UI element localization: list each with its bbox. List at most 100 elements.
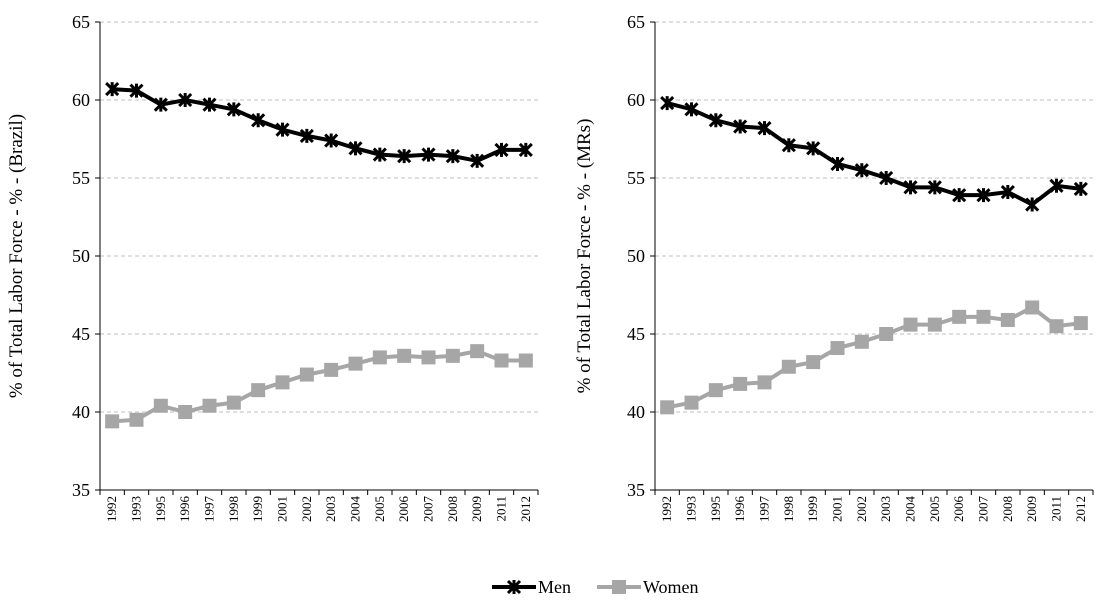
x-tick-label: 2012 xyxy=(518,496,533,522)
data-point xyxy=(806,141,821,156)
y-tick-label: 45 xyxy=(72,324,90,344)
x-tick-label: 2006 xyxy=(951,496,966,523)
y-tick-label: 40 xyxy=(627,402,645,422)
data-point xyxy=(372,350,387,365)
data-point xyxy=(324,133,339,148)
y-tick-label: 60 xyxy=(627,90,645,110)
data-point xyxy=(854,334,869,349)
x-tick-label: 1998 xyxy=(781,496,796,522)
data-point xyxy=(397,348,412,363)
x-tick-label: 1993 xyxy=(129,496,144,522)
y-tick-label: 65 xyxy=(627,12,645,32)
data-point xyxy=(806,355,821,370)
x-tick-label: 1995 xyxy=(153,496,168,522)
y-tick-label: 50 xyxy=(627,246,645,266)
data-point xyxy=(153,398,168,413)
series-line xyxy=(112,87,526,163)
legend-marker xyxy=(506,579,522,595)
data-point xyxy=(781,138,796,153)
data-point xyxy=(660,400,675,415)
data-point xyxy=(927,180,942,195)
data-point xyxy=(1025,197,1040,212)
x-tick-label: 2009 xyxy=(469,496,484,522)
x-tick-label: 1996 xyxy=(732,496,747,523)
data-point xyxy=(830,156,845,172)
data-point xyxy=(976,188,991,203)
data-point xyxy=(275,122,290,137)
data-point xyxy=(324,362,339,377)
x-tick-label: 2002 xyxy=(299,496,314,522)
data-point xyxy=(129,412,144,427)
x-tick-label: 1999 xyxy=(805,496,820,522)
data-point xyxy=(421,350,436,365)
data-point xyxy=(470,344,485,359)
x-tick-label: 2001 xyxy=(830,496,845,522)
data-point xyxy=(1049,319,1064,334)
data-point xyxy=(421,147,436,162)
data-point xyxy=(153,97,168,112)
x-tick-label: 2012 xyxy=(1073,496,1088,522)
x-tick-label: 2009 xyxy=(1024,496,1039,522)
data-point xyxy=(708,113,723,128)
y-tick-label: 45 xyxy=(627,324,645,344)
data-point xyxy=(1000,312,1015,327)
x-tick-label: 1992 xyxy=(104,496,119,522)
series-line xyxy=(666,101,1082,207)
x-tick-label: 1999 xyxy=(250,496,265,522)
data-point xyxy=(927,317,942,332)
x-tick-label: 2011 xyxy=(1049,496,1064,522)
data-point xyxy=(518,353,533,368)
x-tick-label: 1995 xyxy=(708,496,723,522)
data-point xyxy=(299,367,314,382)
data-point xyxy=(202,97,217,112)
x-tick-label: 2002 xyxy=(854,496,869,522)
data-point xyxy=(202,398,217,413)
x-tick-label: 2006 xyxy=(396,496,411,523)
x-tick-label: 1992 xyxy=(659,496,674,522)
data-point xyxy=(348,141,363,156)
data-point xyxy=(494,142,509,157)
data-point xyxy=(1073,316,1088,331)
y-tick-label: 55 xyxy=(627,168,645,188)
data-point xyxy=(854,163,869,178)
data-point xyxy=(879,327,894,341)
y-tick-label: 60 xyxy=(72,90,90,110)
data-point xyxy=(1025,300,1040,315)
x-tick-label: 1997 xyxy=(757,496,772,523)
y-tick-label: 50 xyxy=(72,246,90,266)
data-point xyxy=(1000,184,1015,200)
data-point xyxy=(275,375,290,390)
x-tick-label: 2005 xyxy=(372,496,387,522)
data-point xyxy=(178,405,193,419)
data-point xyxy=(684,102,699,117)
legend-label: Men xyxy=(538,577,571,597)
data-point xyxy=(251,383,266,398)
data-point xyxy=(470,153,485,168)
data-point xyxy=(684,395,699,410)
legend-label: Women xyxy=(643,577,699,597)
data-point xyxy=(299,128,314,143)
data-point xyxy=(129,83,144,98)
y-tick-label: 55 xyxy=(72,168,90,188)
x-tick-label: 1998 xyxy=(226,496,241,522)
data-point xyxy=(445,149,460,164)
data-point xyxy=(397,149,412,164)
x-tick-label: 1996 xyxy=(177,496,192,523)
data-point xyxy=(251,113,266,128)
x-tick-label: 2003 xyxy=(323,496,338,522)
data-point xyxy=(830,341,845,356)
data-point xyxy=(733,376,748,391)
data-point xyxy=(494,353,509,368)
data-point xyxy=(660,96,675,111)
data-point xyxy=(445,348,460,363)
data-point xyxy=(903,317,918,332)
data-point xyxy=(952,309,967,324)
data-point xyxy=(781,359,796,374)
series-line xyxy=(666,305,1082,410)
y-tick-label: 35 xyxy=(72,480,90,500)
x-tick-label: 2007 xyxy=(976,496,991,523)
x-tick-label: 2011 xyxy=(494,496,509,522)
data-point xyxy=(105,82,120,97)
